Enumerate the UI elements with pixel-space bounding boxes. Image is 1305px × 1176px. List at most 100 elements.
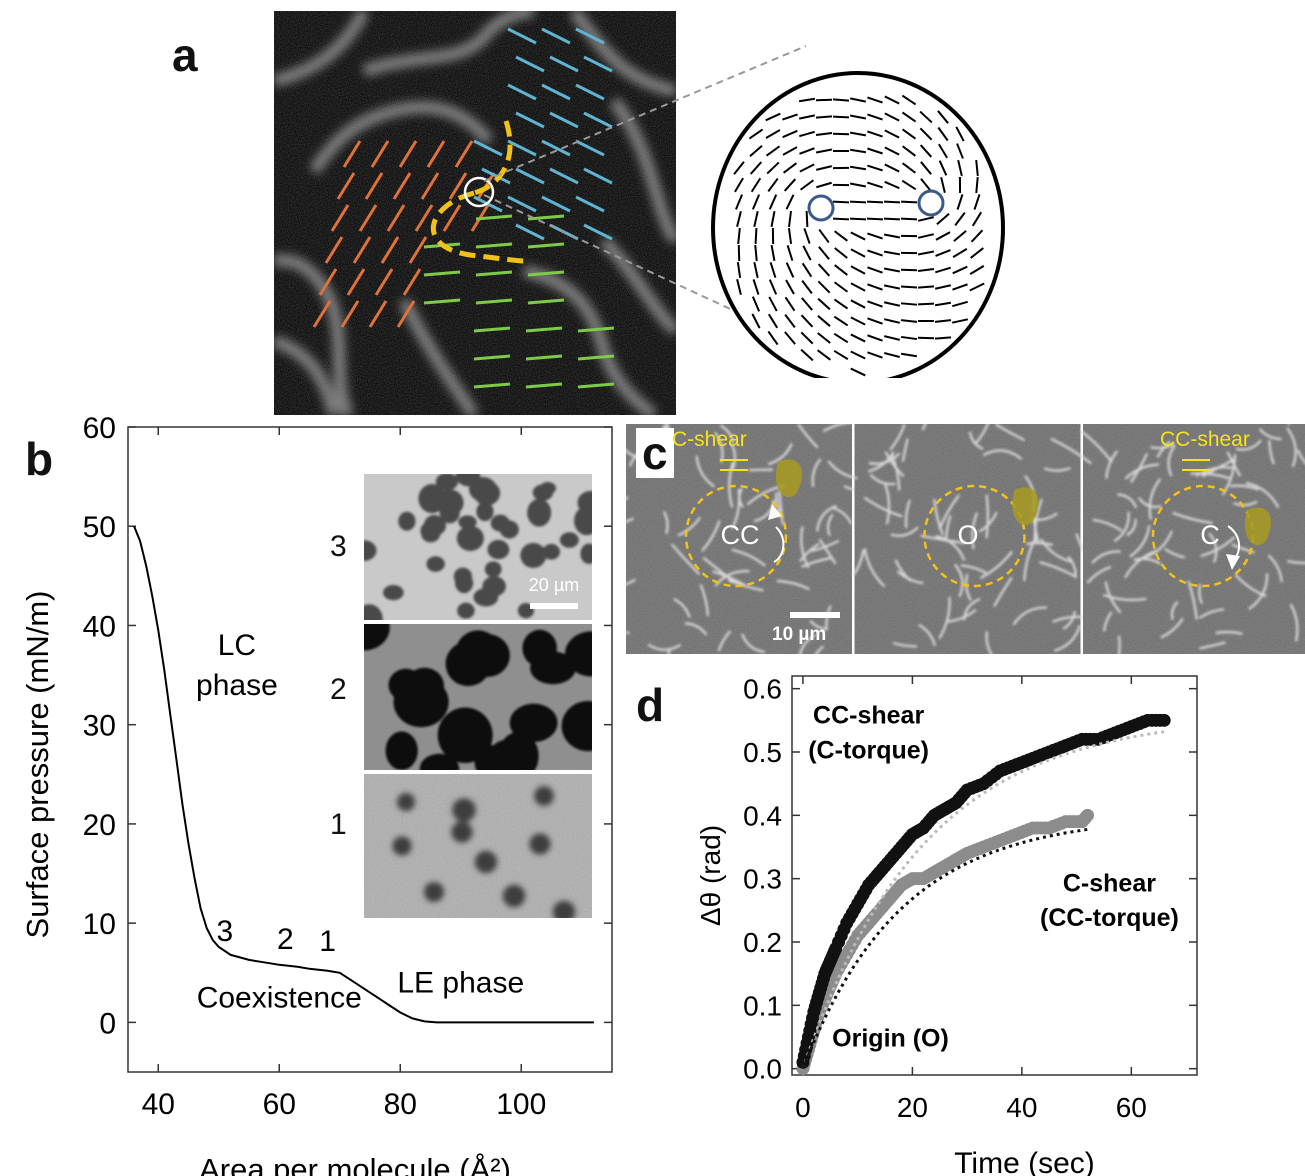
director-dash [815, 115, 833, 119]
orientation-line [473, 139, 503, 157]
director-dash [884, 180, 900, 190]
director-dash [849, 114, 867, 120]
domain-boundary [953, 563, 964, 598]
y-tick-label: 40 [83, 610, 116, 643]
domain-boundary [1199, 641, 1226, 650]
domain-boundary [1170, 601, 1179, 620]
director-dash [798, 114, 816, 120]
director-dash [784, 296, 796, 312]
domain-boundary [968, 431, 984, 451]
domain-boundary [993, 576, 1013, 608]
orientation-line [475, 242, 513, 249]
data-point [1157, 713, 1171, 727]
director-dash [754, 227, 758, 245]
orientation-line [541, 139, 571, 157]
director-dash [767, 177, 779, 193]
domain-boundary [1258, 428, 1282, 441]
director-dash [900, 217, 918, 221]
director-dash [954, 211, 966, 227]
director-dash [832, 217, 850, 221]
domain-boundary [965, 573, 972, 602]
domain-boundary [863, 548, 886, 588]
arrowhead [1226, 554, 1240, 570]
director-dash [866, 200, 884, 204]
domain-boundary [778, 490, 784, 525]
domain-boundary [890, 526, 919, 537]
domain-blob [542, 543, 561, 560]
domain-boundary [933, 498, 944, 536]
y-tick-label: 10 [83, 908, 116, 941]
director-dash [883, 200, 901, 204]
orientation-line [473, 326, 511, 333]
director-dash [815, 98, 833, 102]
domain-boundary [918, 623, 936, 647]
orientation-line [398, 140, 418, 168]
disc-outline [711, 71, 1005, 378]
orientation-line [527, 298, 565, 305]
domain-boundary [1148, 478, 1162, 520]
director-dash [765, 145, 781, 157]
director-dash [768, 296, 778, 312]
domain-boundary [1102, 593, 1147, 602]
x-tick-label: 40 [142, 1088, 175, 1121]
orientation-line [515, 111, 545, 129]
x-tick-label: 100 [496, 1088, 546, 1121]
orientation-line [408, 236, 428, 264]
domain-blob [452, 798, 476, 822]
domain-boundary [1248, 573, 1269, 611]
x-tick-label: 60 [1116, 1092, 1147, 1123]
orientation-line [527, 242, 565, 249]
micrograph-domains [271, 5, 682, 420]
domain-boundary [1102, 611, 1113, 632]
x-axis-label: Time (sec) [954, 1147, 1095, 1176]
director-dash [833, 298, 849, 310]
director-dash [867, 130, 883, 138]
scalebar [790, 612, 840, 618]
orientation-line [515, 223, 545, 241]
orientation-line [577, 382, 615, 389]
y-tick-label: 0.3 [743, 864, 782, 895]
y-tick-label: 0 [99, 1007, 116, 1040]
y-tick-label: 30 [83, 710, 116, 743]
domain-boundary [1033, 498, 1043, 543]
arrowhead [768, 504, 782, 520]
domain-boundary [699, 584, 709, 616]
director-dash [850, 333, 866, 343]
chart-annotation: LC [218, 629, 256, 662]
domain-boundary [647, 643, 682, 651]
domain-boundary [1117, 493, 1138, 509]
orientation-line [507, 83, 537, 101]
domain-blob [398, 511, 416, 531]
domain-boundary [978, 511, 998, 533]
domain-blob [456, 525, 484, 551]
director-dash [952, 265, 968, 275]
domain-boundary [662, 510, 669, 535]
x-tick-label: 0 [795, 1092, 811, 1123]
domain-boundary [994, 423, 1025, 442]
director-dash [802, 245, 812, 261]
inset-image-1 [364, 774, 592, 924]
domain-boundary [677, 516, 701, 537]
director-dash [803, 228, 811, 244]
orientation-line [364, 172, 384, 200]
director-dash [782, 146, 798, 156]
domain-boundary [731, 488, 741, 529]
director-dash [934, 301, 952, 307]
domain-boundary [430, 190, 525, 264]
director-dash [818, 246, 830, 260]
domain-blob [385, 731, 418, 771]
director-dash [900, 302, 918, 306]
director-dash [971, 211, 983, 227]
inset-label-1: 1 [330, 808, 347, 841]
director-dash [788, 210, 792, 228]
director-dash [818, 228, 830, 244]
domain-boundary [749, 468, 773, 472]
director-dash [736, 278, 742, 296]
y-tick-label: 0.6 [743, 674, 782, 705]
orientation-line [454, 140, 474, 168]
director-dash [751, 313, 761, 329]
director-dash [934, 319, 952, 323]
director-dash [952, 300, 968, 308]
orientation-line [318, 268, 338, 296]
director-dash [917, 267, 935, 273]
